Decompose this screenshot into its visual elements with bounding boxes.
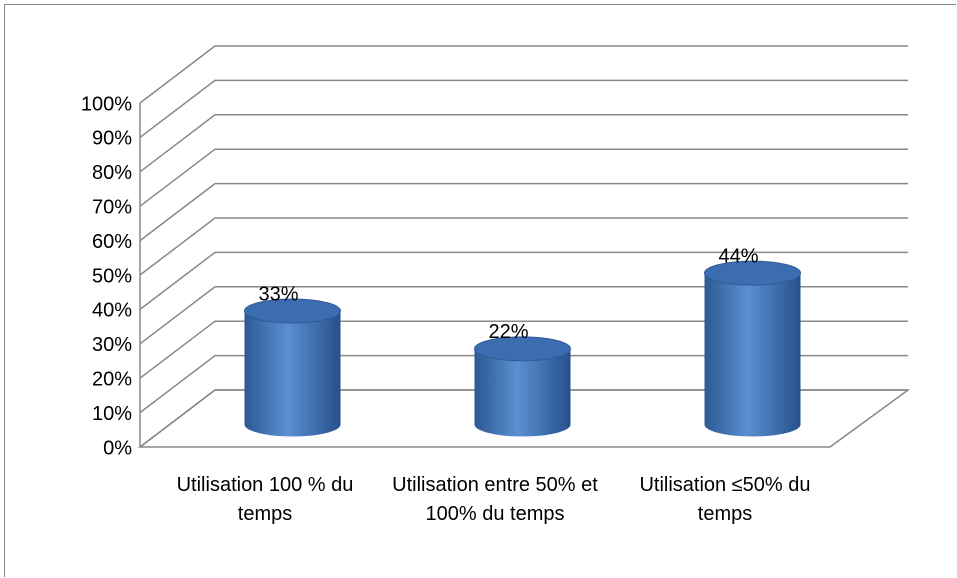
data-label: 33% — [258, 283, 298, 305]
y-tick-label: 100% — [81, 93, 132, 115]
y-tick-label: 40% — [92, 300, 132, 322]
y-tick-label: 0% — [103, 437, 132, 459]
bar-top — [244, 298, 341, 324]
y-tick-label: 70% — [92, 196, 132, 218]
grid-line — [139, 148, 908, 207]
grid-line — [139, 217, 908, 276]
y-tick-label: 20% — [92, 368, 132, 390]
data-label: 22% — [488, 321, 528, 343]
data-label: 44% — [718, 245, 758, 267]
y-tick-label: 10% — [92, 403, 132, 425]
y-tick-label: 90% — [92, 128, 132, 150]
bar — [704, 273, 801, 437]
bar — [474, 348, 571, 437]
bar — [244, 310, 341, 437]
grid-line — [139, 79, 908, 138]
grid-line — [139, 251, 908, 310]
y-tick-label: 60% — [92, 231, 132, 253]
y-tick-label: 50% — [92, 265, 132, 287]
grid-line — [139, 286, 908, 345]
bar-top — [474, 336, 571, 362]
x-tick-label: Utilisation ≤50% du temps — [639, 474, 811, 525]
bar-top — [704, 260, 801, 286]
x-tick-label: Utilisation entre 50% et 100% du temps — [392, 474, 598, 525]
y-tick-label: 80% — [92, 162, 132, 184]
grid-line — [139, 320, 908, 379]
grid-line — [139, 389, 908, 448]
grid-line — [139, 45, 908, 104]
grid-line — [139, 182, 908, 242]
y-tick-label: 30% — [92, 334, 132, 356]
grid-line — [139, 114, 908, 173]
grid-line — [139, 354, 908, 414]
x-tick-label: Utilisation 100 % du temps — [176, 474, 354, 525]
chart-border — [4, 4, 956, 577]
